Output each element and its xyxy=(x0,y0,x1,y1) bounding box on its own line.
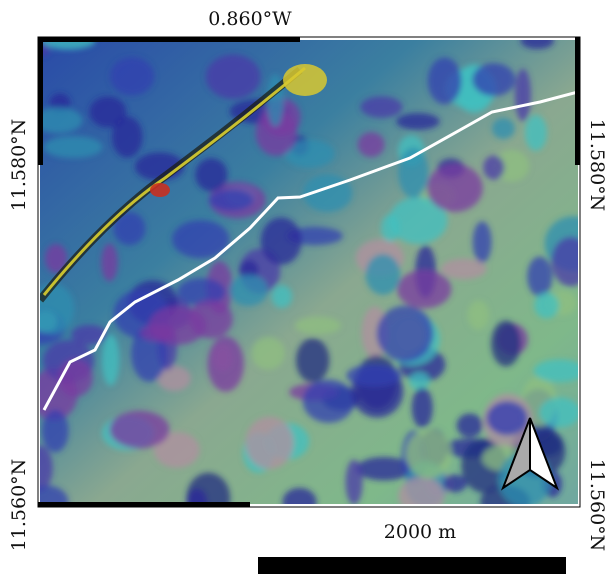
imagery-patch xyxy=(483,155,504,179)
imagery-patch xyxy=(207,336,243,391)
imagery-patch xyxy=(365,254,400,295)
imagery-patch xyxy=(492,118,515,139)
imagery-patch xyxy=(396,113,440,130)
longitude-label: 0.860°W xyxy=(208,8,292,30)
imagery-patch xyxy=(487,401,528,435)
scale-bar-label: 2000 m xyxy=(384,521,456,543)
imagery-patch xyxy=(443,475,467,493)
imagery-patch xyxy=(195,158,227,191)
imagery-patch xyxy=(534,359,585,382)
imagery-patch xyxy=(409,372,429,390)
imagery-patch xyxy=(398,477,444,516)
imagery-patch xyxy=(427,164,483,212)
imagery-patch xyxy=(261,217,302,264)
imagery-patch xyxy=(245,417,293,469)
imagery-patch xyxy=(472,63,515,96)
imagery-patch xyxy=(491,321,521,367)
latitude-label: 11.580°N xyxy=(8,119,30,212)
imagery-patch xyxy=(296,338,329,382)
imagery-patch xyxy=(229,275,268,306)
imagery-patch xyxy=(27,446,52,491)
imagery-patch xyxy=(457,413,483,437)
scale-bar xyxy=(258,557,566,574)
imagery-patch xyxy=(527,257,552,297)
imagery-patch xyxy=(381,214,399,241)
imagery-patch xyxy=(42,410,69,453)
imagery-patch xyxy=(110,411,170,449)
imagery-patch xyxy=(376,306,433,362)
imagery-patch xyxy=(44,136,103,158)
imagery-patch xyxy=(521,32,554,49)
frame-segment xyxy=(38,37,43,165)
imagery-patch xyxy=(345,460,362,505)
frame-segment xyxy=(38,37,300,42)
imagery-patch xyxy=(251,337,284,370)
imagery-patch xyxy=(189,300,233,339)
imagery-patch xyxy=(89,96,126,127)
imagery-patch xyxy=(209,190,253,211)
imagery-patch xyxy=(515,69,531,122)
imagery-patch xyxy=(551,237,590,286)
imagery-patch xyxy=(272,285,292,308)
imagery-patch xyxy=(397,270,451,309)
frame-segment xyxy=(575,37,580,165)
imagery-patch xyxy=(140,325,175,342)
latitude-label: 11.560°N xyxy=(586,459,608,552)
imagery-patch xyxy=(110,57,154,95)
map-figure: 0.860°W 11.580°N 11.560°N 11.580°N 11.56… xyxy=(0,0,611,574)
latitude-label: 11.580°N xyxy=(586,119,608,212)
imagery-patch xyxy=(534,293,559,319)
imagery-patch xyxy=(31,283,75,333)
imagery-patch xyxy=(468,300,490,329)
imagery-patch xyxy=(412,387,433,428)
imagery-patch xyxy=(101,244,118,282)
imagery-patch xyxy=(346,364,401,386)
imagery-patch xyxy=(406,429,452,479)
imagery-patch xyxy=(360,96,402,118)
imagery-patch xyxy=(282,488,316,517)
imagery-patch xyxy=(206,55,261,99)
imagery-patch xyxy=(24,485,68,518)
imagery-patch xyxy=(303,379,355,422)
bright-patch xyxy=(283,64,327,96)
red-patch xyxy=(150,183,170,197)
latitude-label: 11.560°N xyxy=(8,459,30,552)
imagery-patch xyxy=(473,221,492,262)
imagery-patch xyxy=(102,334,120,385)
imagery-patch xyxy=(539,397,580,427)
frame-segment xyxy=(38,502,250,507)
imagery-patch xyxy=(525,115,547,151)
imagery-patch xyxy=(358,132,385,157)
imagery-patch xyxy=(295,317,341,335)
imagery-patch xyxy=(428,57,462,104)
imagery xyxy=(17,30,603,524)
